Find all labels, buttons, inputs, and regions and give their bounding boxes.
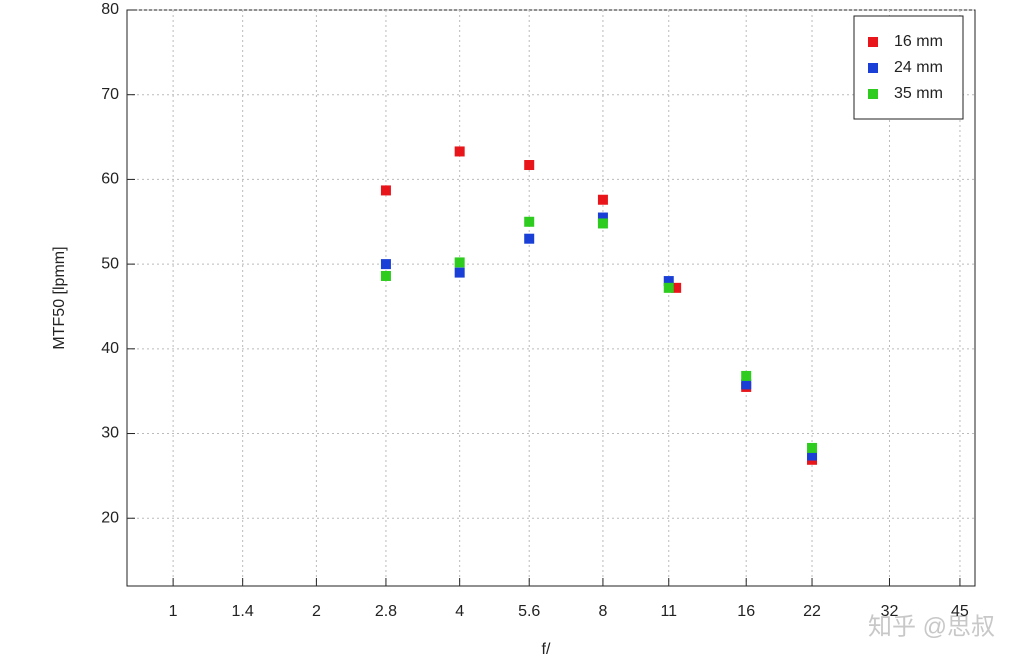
y-tick-label: 40 [101,340,119,357]
point [524,160,535,171]
y-tick-label: 30 [101,425,119,442]
legend-swatch [868,37,878,47]
x-tick-label: 22 [803,603,821,620]
legend-label: 35 mm [894,85,943,102]
point [454,257,465,268]
point [380,270,391,281]
y-tick-label: 20 [101,509,119,526]
point [597,218,608,229]
point [741,379,752,390]
x-tick-label: 4 [455,603,464,620]
point [380,185,391,196]
x-tick-label: 5.6 [518,603,540,620]
x-tick-label: 32 [881,603,899,620]
point [454,146,465,157]
x-tick-label: 1 [169,603,178,620]
point [597,194,608,205]
point [741,370,752,381]
x-tick-label: 45 [951,603,969,620]
x-tick-label: 1.4 [232,603,254,620]
x-tick-label: 8 [598,603,607,620]
x-tick-label: 11 [660,603,677,620]
point [380,259,391,270]
watermark: 知乎 @思叔 [868,613,995,640]
point [454,267,465,278]
legend-label: 16 mm [894,33,943,50]
legend-swatch [868,63,878,73]
legend-swatch [868,89,878,99]
point [524,233,535,244]
point [663,282,674,293]
plot-frame [126,9,976,587]
x-axis-label: f/ [542,641,551,658]
y-tick-label: 70 [101,86,119,103]
point [807,450,818,461]
point [671,282,682,293]
point [663,276,674,287]
y-tick-label: 80 [101,1,119,18]
x-tick-label: 2 [312,603,321,620]
point [524,216,535,227]
x-tick-label: 2.8 [375,603,397,620]
legend-label: 24 mm [894,59,943,76]
y-tick-label: 50 [101,255,119,272]
point [807,442,818,453]
x-tick-label: 16 [737,603,755,620]
y-axis-label: MTF50 [lpmm] [51,246,68,349]
y-tick-label: 60 [101,171,119,188]
point [597,212,608,223]
